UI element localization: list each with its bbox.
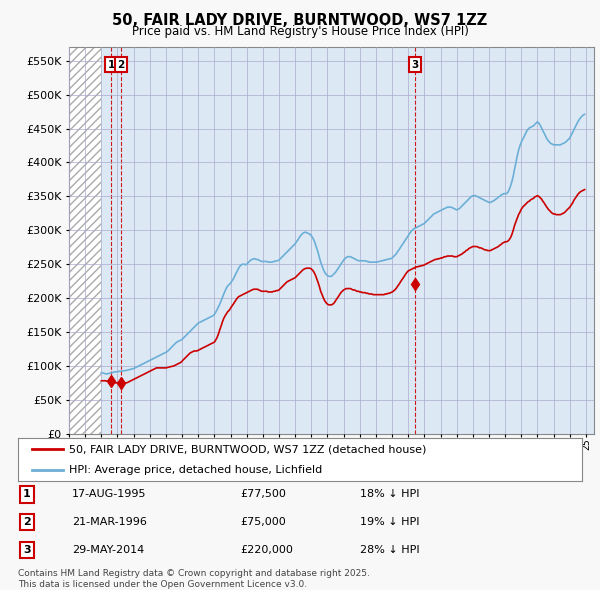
Text: 18% ↓ HPI: 18% ↓ HPI [360,490,419,499]
Text: 29-MAY-2014: 29-MAY-2014 [72,545,144,555]
Text: 21-MAR-1996: 21-MAR-1996 [72,517,147,527]
Text: 2: 2 [118,60,125,70]
Text: Price paid vs. HM Land Registry's House Price Index (HPI): Price paid vs. HM Land Registry's House … [131,25,469,38]
Bar [69,47,101,434]
Text: 1: 1 [23,490,31,499]
Text: Contains HM Land Registry data © Crown copyright and database right 2025.
This d: Contains HM Land Registry data © Crown c… [18,569,370,589]
Text: 3: 3 [23,545,31,555]
Text: 17-AUG-1995: 17-AUG-1995 [72,490,146,499]
Text: £220,000: £220,000 [240,545,293,555]
Text: 50, FAIR LADY DRIVE, BURNTWOOD, WS7 1ZZ: 50, FAIR LADY DRIVE, BURNTWOOD, WS7 1ZZ [112,13,488,28]
Text: £77,500: £77,500 [240,490,286,499]
Text: 2: 2 [23,517,31,527]
Text: 1: 1 [107,60,115,70]
Text: 50, FAIR LADY DRIVE, BURNTWOOD, WS7 1ZZ (detached house): 50, FAIR LADY DRIVE, BURNTWOOD, WS7 1ZZ … [69,444,426,454]
Text: HPI: Average price, detached house, Lichfield: HPI: Average price, detached house, Lich… [69,465,322,475]
Text: 28% ↓ HPI: 28% ↓ HPI [360,545,419,555]
Text: 19% ↓ HPI: 19% ↓ HPI [360,517,419,527]
Text: 3: 3 [411,60,418,70]
Text: £75,000: £75,000 [240,517,286,527]
